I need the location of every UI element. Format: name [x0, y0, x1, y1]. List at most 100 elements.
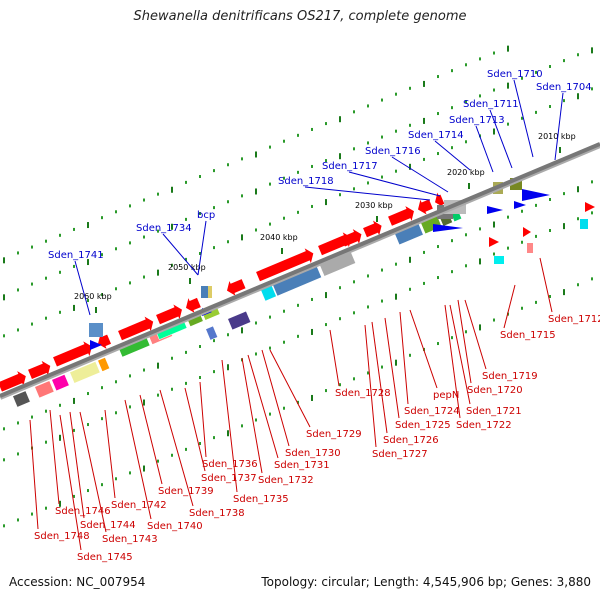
leader-line	[124, 399, 152, 520]
genome-summary: Topology: circular; Length: 4,545,906 bp…	[261, 575, 591, 589]
gene-label-sden-1740[interactable]: Sden_1740	[147, 521, 203, 532]
gene-label-sden-1712[interactable]: Sden_1712	[548, 314, 600, 325]
leader-line	[539, 257, 553, 313]
gene-label-sden-1719[interactable]: Sden_1719	[482, 371, 538, 382]
tick-label: 2020 kbp	[447, 168, 485, 177]
gene-label-sden-1715[interactable]: Sden_1715	[500, 330, 556, 341]
leader-line	[304, 186, 431, 201]
leader-line	[457, 299, 472, 384]
gene-feature	[227, 279, 246, 296]
leader-line	[79, 411, 107, 533]
leader-line	[489, 109, 513, 169]
leader-line	[199, 381, 207, 458]
gene-feature	[90, 340, 102, 350]
gene-feature	[494, 256, 504, 264]
leader-line	[49, 409, 60, 505]
leader-line	[269, 349, 311, 428]
gene-label-sden-1745[interactable]: Sden_1745	[77, 552, 133, 563]
gene-feature	[580, 219, 588, 229]
gene-feature	[186, 297, 201, 313]
gene-label-sden-1711[interactable]: Sden_1711	[463, 99, 519, 110]
gene-feature	[522, 189, 550, 201]
gene-label-sden-1744[interactable]: Sden_1744	[80, 520, 136, 531]
leader-line	[384, 317, 400, 419]
gene-label-sden-1739[interactable]: Sden_1739	[158, 486, 214, 497]
gene-label-sden-1729[interactable]: Sden_1729	[306, 429, 362, 440]
gene-label-sden-1710[interactable]: Sden_1710	[487, 69, 543, 80]
gene-feature	[514, 201, 526, 209]
leader-line	[241, 357, 263, 474]
leader-line	[409, 309, 438, 389]
gene-label-sden-1726[interactable]: Sden_1726	[383, 435, 439, 446]
gene-label-sden-1743[interactable]: Sden_1743	[102, 534, 158, 545]
gene-label-sden-1742[interactable]: Sden_1742	[111, 500, 167, 511]
gene-feature	[69, 361, 101, 384]
leader-line	[348, 171, 441, 197]
gene-labels: Sden_1704 Sden_1710 Sden_1711 Sden_1713 Sden…	[29, 69, 600, 563]
leader-line	[247, 354, 279, 459]
gene-label-sden-1730[interactable]: Sden_1730	[285, 448, 341, 459]
gene-feature	[53, 341, 92, 367]
gene-feature	[0, 371, 26, 392]
gene-label-sden-1735[interactable]: Sden_1735	[233, 494, 289, 505]
kbp-ticks: 2010 kbp 2020 kbp 2030 kbp 2040 kbp 2050 kbp…	[74, 132, 576, 313]
gene-feature	[435, 192, 445, 208]
gene-label-sden-1724[interactable]: Sden_1724	[404, 406, 460, 417]
gene-feature	[433, 224, 463, 232]
gene-label-sden-1704[interactable]: Sden_1704	[536, 82, 592, 93]
gene-feature	[208, 286, 212, 298]
leader-line	[444, 304, 461, 419]
gene-feature	[89, 323, 103, 337]
gene-feature	[256, 248, 314, 282]
gene-label-sden-1722[interactable]: Sden_1722	[456, 420, 512, 431]
tick-label: 2050 kbp	[168, 263, 206, 272]
gene-label-sden-1728[interactable]: Sden_1728	[335, 388, 391, 399]
gene-feature	[489, 237, 499, 247]
gene-label-sden-1734[interactable]: Sden_1734	[136, 223, 192, 234]
gene-label-pepn[interactable]: pepN	[433, 390, 459, 401]
gene-feature	[12, 390, 31, 408]
gene-feature	[51, 374, 70, 392]
tick-label: 2040 kbp	[260, 233, 298, 242]
gene-feature	[118, 316, 154, 341]
gene-label-sden-1718[interactable]: Sden_1718	[278, 176, 334, 187]
gene-label-sden-1721[interactable]: Sden_1721	[466, 406, 522, 417]
leader-line	[464, 299, 487, 370]
gene-feature	[523, 227, 531, 237]
gene-label-sden-1731[interactable]: Sden_1731	[274, 460, 330, 471]
tick-label: 2010 kbp	[538, 132, 576, 141]
gene-feature	[201, 286, 209, 298]
gene-label-sden-1741[interactable]: Sden_1741	[48, 250, 104, 261]
gene-feature	[527, 243, 533, 253]
gene-label-sden-1713[interactable]: Sden_1713	[449, 115, 505, 126]
genome-backbone	[0, 142, 600, 400]
gene-feature	[418, 199, 433, 215]
gene-label-sden-1748[interactable]: Sden_1748	[34, 531, 90, 542]
gene-label-sden-1738[interactable]: Sden_1738	[189, 508, 245, 519]
gene-feature	[156, 304, 182, 325]
gene-label-sden-1736[interactable]: Sden_1736	[202, 459, 258, 470]
leader-line	[261, 349, 290, 447]
leader-line	[513, 79, 534, 158]
gene-label-bcp[interactable]: bcp	[197, 210, 215, 221]
leader-line	[69, 411, 85, 519]
leader-line	[104, 409, 116, 499]
leader-line	[399, 311, 409, 405]
gene-feature	[205, 325, 219, 341]
accession-text: Accession: NC_007954	[9, 575, 146, 589]
gene-label-sden-1716[interactable]: Sden_1716	[365, 146, 421, 157]
gene-label-sden-1725[interactable]: Sden_1725	[395, 420, 451, 431]
gene-feature	[388, 206, 414, 226]
gene-feature	[487, 206, 503, 214]
gene-label-sden-1717[interactable]: Sden_1717	[322, 161, 378, 172]
gene-label-sden-1732[interactable]: Sden_1732	[258, 475, 314, 486]
leader-line	[371, 321, 388, 434]
gene-label-sden-1727[interactable]: Sden_1727	[372, 449, 428, 460]
backbone-line	[0, 142, 600, 398]
gene-label-sden-1737[interactable]: Sden_1737	[201, 473, 257, 484]
gene-label-sden-1714[interactable]: Sden_1714	[408, 130, 464, 141]
gene-label-sden-1746[interactable]: Sden_1746	[55, 506, 111, 517]
gene-label-sden-1720[interactable]: Sden_1720	[467, 385, 523, 396]
leader-line	[364, 324, 377, 448]
leader-line	[139, 394, 163, 485]
